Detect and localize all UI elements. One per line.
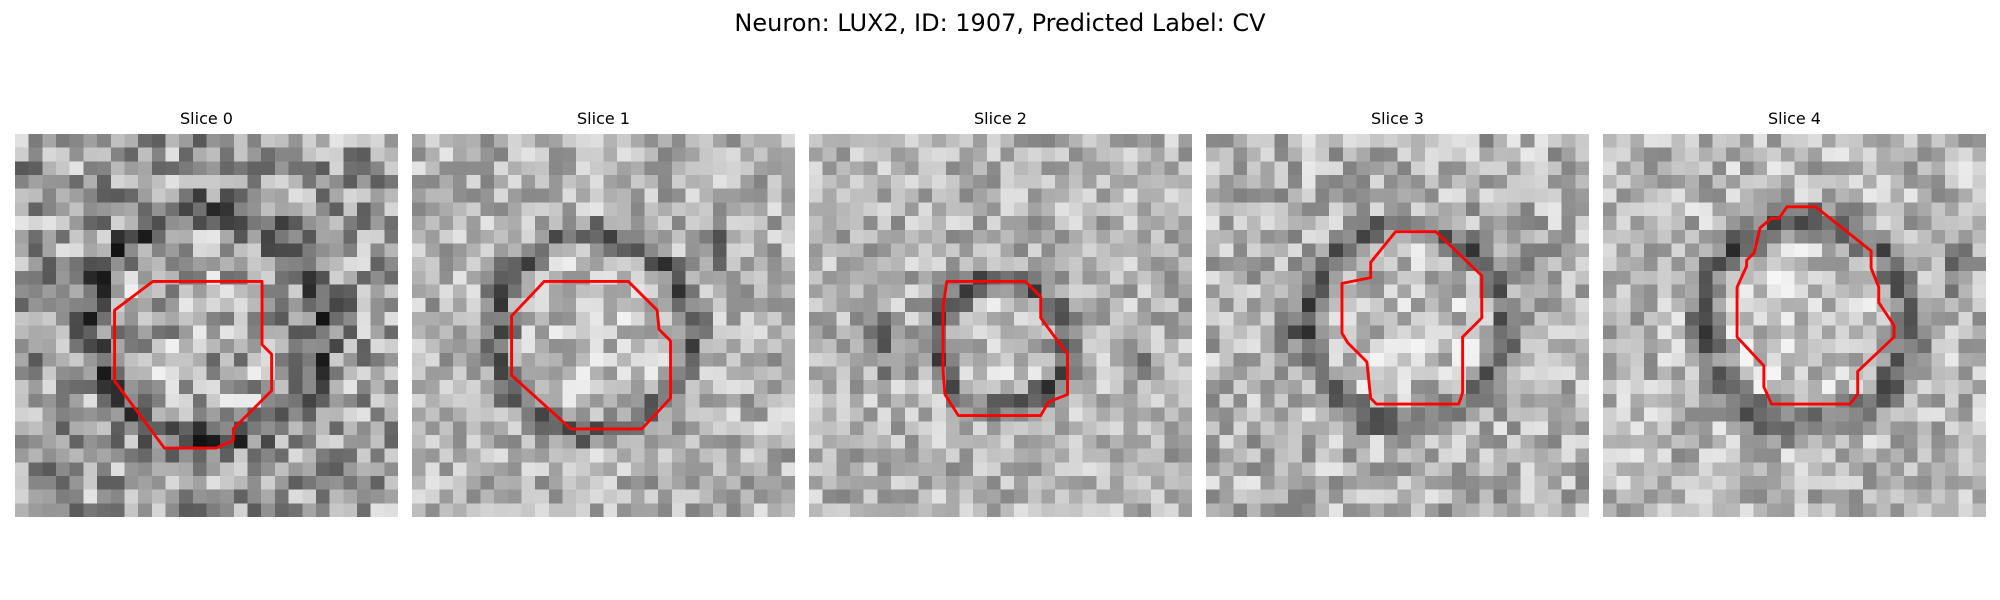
segmentation-contour (1735, 205, 1896, 406)
segmentation-contour (113, 280, 274, 450)
slice-title: Slice 1 (577, 109, 630, 128)
slice-title: Slice 4 (1768, 109, 1821, 128)
slice-title: Slice 0 (180, 109, 233, 128)
slice-image (15, 134, 398, 517)
image-texture (15, 134, 398, 517)
slice-image (412, 134, 795, 517)
slice-title: Slice 2 (974, 109, 1027, 128)
segmentation-contour (510, 280, 672, 431)
slice-panel-4: Slice 4 (1603, 108, 1986, 517)
segmentation-contour (941, 280, 1069, 417)
image-texture (412, 134, 795, 517)
slice-panel-3: Slice 3 (1206, 108, 1589, 517)
image-texture (809, 134, 1192, 517)
figure-title: Neuron: LUX2, ID: 1907, Predicted Label:… (734, 9, 1266, 37)
slice-image (809, 134, 1192, 517)
segmentation-contour (1340, 230, 1484, 406)
slice-panel-2: Slice 2 (809, 108, 1192, 517)
slice-image (1206, 134, 1589, 517)
slice-panel-0: Slice 0 (15, 108, 398, 517)
slice-panel-1: Slice 1 (412, 108, 795, 517)
slice-title: Slice 3 (1371, 109, 1424, 128)
image-texture (1603, 134, 1986, 517)
image-texture (1206, 134, 1589, 517)
slice-image (1603, 134, 1986, 517)
